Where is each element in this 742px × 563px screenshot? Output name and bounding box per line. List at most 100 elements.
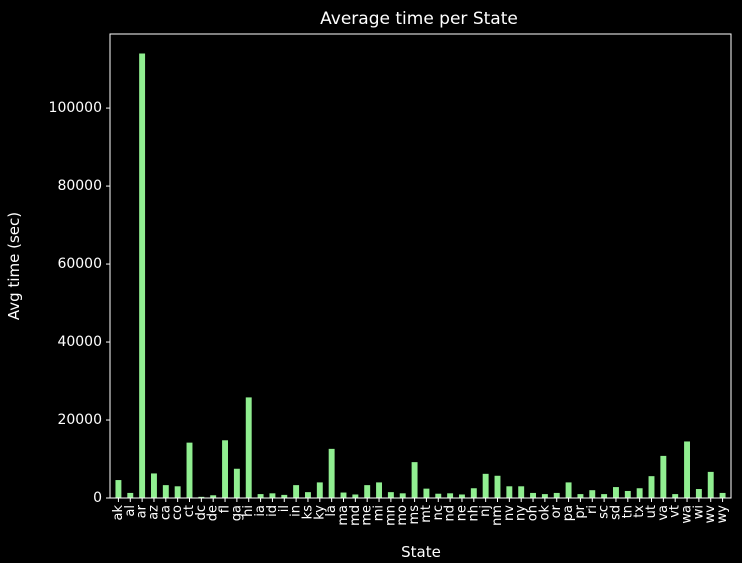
- x-tick-label: wa: [680, 505, 695, 524]
- x-tick-label: oh: [526, 505, 541, 521]
- x-tick-label: md: [348, 505, 363, 526]
- x-tick-label: nj: [478, 505, 493, 517]
- y-tick-label: 80000: [57, 178, 102, 194]
- x-tick-label: ga: [229, 505, 244, 521]
- bar-ny: [518, 486, 525, 498]
- y-axis-label: Avg time (sec): [5, 212, 23, 320]
- x-tick-label: vt: [668, 505, 683, 518]
- x-tick-label: wy: [715, 505, 730, 524]
- x-tick-label: id: [265, 505, 280, 517]
- bar-nd: [447, 493, 454, 498]
- x-tick-label: al: [123, 505, 138, 517]
- bar-wy: [719, 492, 726, 498]
- y-tick-label: 60000: [57, 256, 102, 272]
- x-tick-label: ky: [312, 505, 327, 520]
- x-axis-label: State: [401, 543, 441, 561]
- x-tick-label: ma: [336, 505, 351, 526]
- bar-mi: [376, 482, 382, 498]
- x-tick-label: pr: [573, 504, 588, 518]
- x-tick-label: mt: [419, 505, 434, 523]
- y-tick-label: 40000: [57, 334, 102, 350]
- y-tick-label: 0: [93, 490, 102, 506]
- bar-wi: [695, 489, 702, 498]
- x-tick-label: co: [170, 505, 185, 520]
- x-tick-label: ar: [135, 504, 150, 518]
- x-tick-label: ms: [407, 505, 422, 525]
- bar-nm: [494, 475, 501, 498]
- bar-ut: [648, 476, 655, 498]
- bar-md: [352, 494, 359, 498]
- x-tick-label: tx: [632, 505, 647, 518]
- bar-ok: [541, 494, 548, 498]
- y-tick-label: 100000: [49, 100, 102, 116]
- x-tick-label: ny: [514, 505, 529, 521]
- bar-sc: [601, 494, 608, 498]
- x-tick-label: dc: [194, 505, 209, 520]
- x-tick-label: nd: [443, 505, 458, 522]
- bar-nc: [435, 493, 442, 498]
- bar-ak: [115, 480, 122, 498]
- x-tick-label: nv: [502, 505, 517, 521]
- chart-title: Average time per State: [320, 9, 518, 29]
- x-tick-label: nc: [431, 505, 446, 520]
- x-tick-label: ok: [537, 505, 552, 521]
- bar-mt: [423, 488, 430, 498]
- bar-ct: [186, 442, 193, 498]
- bar-nj: [482, 473, 489, 498]
- x-tick-label: ia: [253, 505, 268, 517]
- x-tick-label: sc: [597, 505, 612, 519]
- x-tick-label: wv: [703, 505, 718, 524]
- bar-fl: [222, 440, 228, 498]
- x-tick-label: pa: [561, 505, 576, 521]
- bar-la: [328, 448, 335, 498]
- bar-hi: [245, 397, 252, 498]
- x-tick-label: nm: [490, 505, 505, 526]
- bar-or: [553, 492, 560, 498]
- x-tick-label: ut: [644, 505, 659, 518]
- x-tick-label: ri: [585, 505, 600, 514]
- x-tick-label: tn: [620, 505, 635, 518]
- bar-sd: [613, 487, 619, 498]
- x-tick-label: sd: [608, 505, 623, 520]
- bar-ms: [411, 462, 418, 498]
- bar-va: [660, 455, 667, 498]
- x-tick-label: az: [146, 505, 161, 520]
- bar-ca: [162, 485, 169, 498]
- x-tick-label: ct: [182, 505, 197, 517]
- bar-ks: [305, 492, 311, 498]
- x-tick-label: la: [324, 505, 339, 517]
- x-tick-label: ne: [454, 505, 469, 521]
- bar-oh: [530, 492, 536, 498]
- bar-az: [151, 473, 157, 498]
- bar-tn: [624, 490, 631, 498]
- bar-ar: [139, 53, 146, 498]
- bar-ga: [233, 468, 240, 498]
- bar-ky: [316, 482, 323, 498]
- x-tick-label: fl: [218, 505, 233, 513]
- bar-vt: [672, 494, 679, 498]
- x-tick-label: ca: [158, 505, 173, 520]
- bar-me: [364, 485, 371, 498]
- x-tick-label: wi: [691, 505, 706, 519]
- x-tick-label: il: [277, 505, 292, 512]
- bar-ne: [459, 494, 465, 498]
- bar-de: [210, 495, 217, 498]
- x-tick-label: in: [289, 505, 304, 517]
- x-tick-label: de: [206, 505, 221, 521]
- plot-frame: [109, 33, 732, 499]
- y-tick-label: 20000: [57, 412, 102, 428]
- x-tick-label: nh: [466, 505, 481, 521]
- bar-nv: [506, 486, 513, 498]
- x-axis-ticks: akalarazcacoctdcdeflgahiiaidilinkskylama…: [111, 498, 730, 526]
- x-tick-label: hi: [241, 505, 256, 517]
- bar-wa: [684, 441, 690, 498]
- bar-tx: [636, 488, 643, 498]
- x-tick-label: mo: [395, 505, 410, 526]
- x-tick-label: ks: [300, 505, 315, 520]
- bar-co: [174, 486, 181, 498]
- bars-group: [115, 53, 726, 498]
- x-tick-label: me: [360, 505, 375, 526]
- bar-mo: [399, 493, 406, 498]
- bar-al: [127, 492, 134, 498]
